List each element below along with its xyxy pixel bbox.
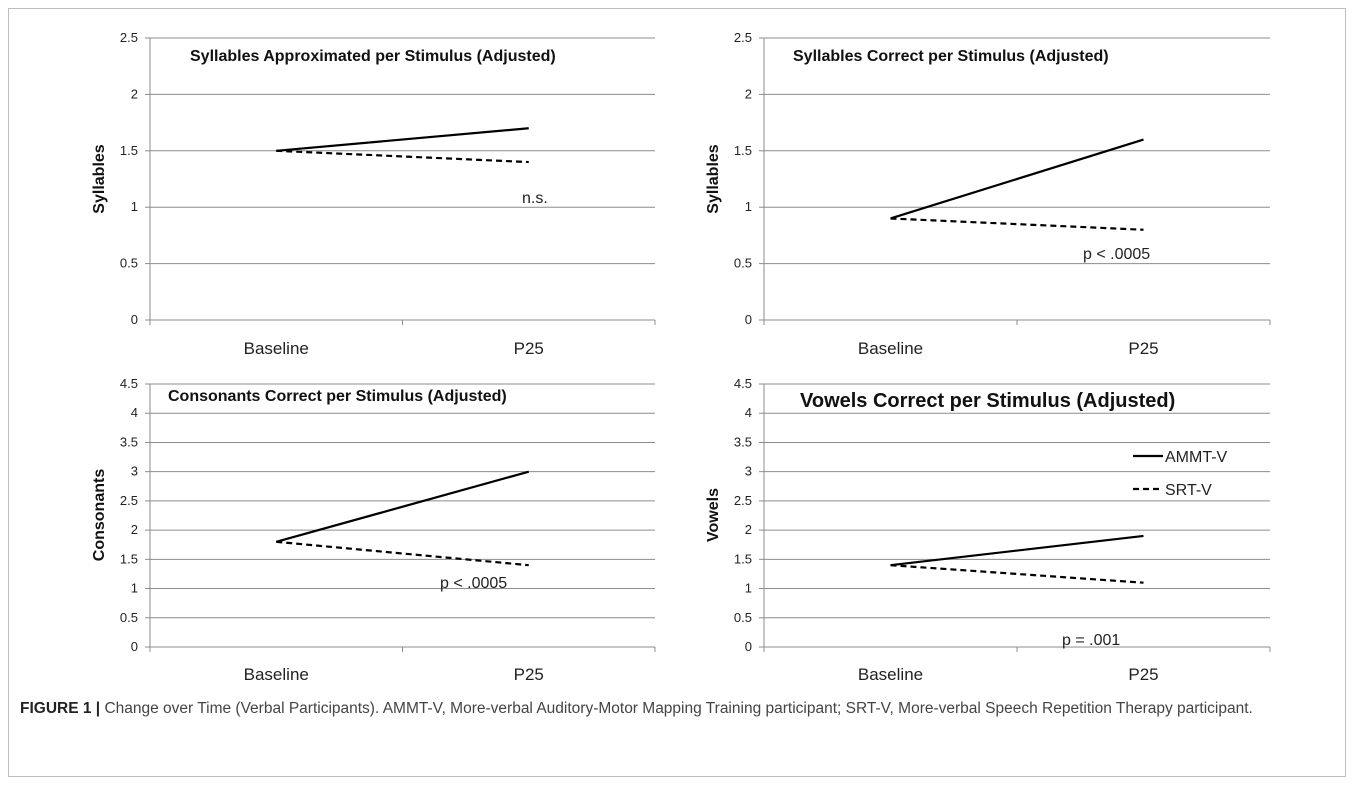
y-tick-label: 3.5 bbox=[734, 434, 752, 449]
y-tick-label: 3 bbox=[131, 464, 138, 479]
y-tick-label: 0 bbox=[131, 312, 138, 327]
legend-label-ammt-v: AMMT-V bbox=[1165, 449, 1228, 466]
chart-title: Syllables Correct per Stimulus (Adjusted… bbox=[793, 48, 1109, 65]
y-tick-label: 2 bbox=[131, 86, 138, 101]
y-tick-label: 0.5 bbox=[120, 256, 138, 271]
x-tick-label: P25 bbox=[1128, 339, 1158, 358]
chart-title: Consonants Correct per Stimulus (Adjuste… bbox=[168, 388, 507, 405]
y-axis-label: Syllables bbox=[91, 144, 108, 213]
y-tick-label: 1 bbox=[745, 581, 752, 596]
y-tick-label: 0 bbox=[131, 639, 138, 654]
y-tick-label: 4 bbox=[131, 405, 138, 420]
y-tick-label: 4.5 bbox=[734, 376, 752, 391]
figure-frame bbox=[8, 8, 1346, 777]
chart-panel-1: 0 0.5 1 1.5 2 2.5 Baseline P25 Syllables Approxi… bbox=[91, 30, 656, 358]
x-tick-label: Baseline bbox=[858, 665, 923, 684]
series-line-ammt-v bbox=[276, 127, 529, 152]
y-tick-label: 0 bbox=[745, 312, 752, 327]
y-tick-label: 2.5 bbox=[734, 493, 752, 508]
y-tick-label: 2.5 bbox=[734, 30, 752, 45]
series-line-ammt-v bbox=[275, 470, 530, 543]
x-tick-label: Baseline bbox=[858, 339, 923, 358]
y-tick-label: 0.5 bbox=[734, 610, 752, 625]
x-tick-label: P25 bbox=[514, 665, 544, 684]
y-tick-label: 3.5 bbox=[120, 434, 138, 449]
y-tick-label: 1 bbox=[745, 199, 752, 214]
y-axis-label: Consonants bbox=[91, 469, 108, 562]
y-tick-label: 0.5 bbox=[734, 256, 752, 271]
y-tick-label: 0.5 bbox=[120, 610, 138, 625]
caption-text: Change over Time (Verbal Participants). … bbox=[100, 700, 1253, 717]
y-tick-label: 2.5 bbox=[120, 30, 138, 45]
x-tick-label: Baseline bbox=[244, 665, 309, 684]
significance-label: p < .0005 bbox=[440, 575, 507, 592]
caption-lead: FIGURE 1 | bbox=[20, 700, 101, 717]
x-tick-label: P25 bbox=[514, 339, 544, 358]
y-tick-label: 1 bbox=[131, 581, 138, 596]
series-line-srt-v bbox=[276, 149, 529, 164]
y-tick-label: 3 bbox=[745, 464, 752, 479]
series-line-srt-v bbox=[890, 564, 1144, 584]
significance-label: p < .0005 bbox=[1083, 246, 1150, 263]
series-line-ammt-v bbox=[890, 534, 1144, 567]
significance-label: p = .001 bbox=[1062, 632, 1120, 649]
series-line-ammt-v bbox=[890, 138, 1144, 220]
y-tick-label: 1.5 bbox=[120, 551, 138, 566]
y-tick-label: 1.5 bbox=[734, 551, 752, 566]
significance-label: n.s. bbox=[522, 190, 548, 207]
x-tick-label: Baseline bbox=[244, 339, 309, 358]
legend-label-srt-v: SRT-V bbox=[1165, 482, 1212, 499]
y-tick-label: 2.5 bbox=[120, 493, 138, 508]
y-tick-label: 2 bbox=[745, 86, 752, 101]
y-tick-label: 4.5 bbox=[120, 376, 138, 391]
chart-panel-4: 0 0.5 1 1.5 2 2.5 3 3.5 4 4.5 Baseline P25 Vowels Co… bbox=[705, 376, 1271, 684]
y-axis-label: Syllables bbox=[705, 144, 722, 213]
chart-title: Syllables Approximated per Stimulus (Adj… bbox=[190, 48, 556, 65]
y-tick-label: 1 bbox=[131, 199, 138, 214]
series-line-srt-v bbox=[890, 217, 1144, 231]
y-tick-label: 2 bbox=[131, 522, 138, 537]
y-tick-label: 1.5 bbox=[120, 143, 138, 158]
figure-caption: FIGURE 1 | Change over Time (Verbal Part… bbox=[20, 698, 1330, 720]
y-tick-label: 0 bbox=[745, 639, 752, 654]
x-tick-label: P25 bbox=[1128, 665, 1158, 684]
y-tick-label: 2 bbox=[745, 522, 752, 537]
chart-title: Vowels Correct per Stimulus (Adjusted) bbox=[800, 390, 1175, 412]
y-tick-label: 1.5 bbox=[734, 143, 752, 158]
y-tick-label: 4 bbox=[745, 405, 752, 420]
chart-panel-3: 0 0.5 1 1.5 2 2.5 3 3.5 4 4.5 Baseline P25 Consonant… bbox=[91, 376, 656, 684]
series-line-srt-v bbox=[276, 540, 529, 567]
chart-panel-2: 0 0.5 1 1.5 2 2.5 Baseline P25 Syllables Correct… bbox=[705, 30, 1271, 358]
y-axis-label: Vowels bbox=[705, 488, 722, 542]
